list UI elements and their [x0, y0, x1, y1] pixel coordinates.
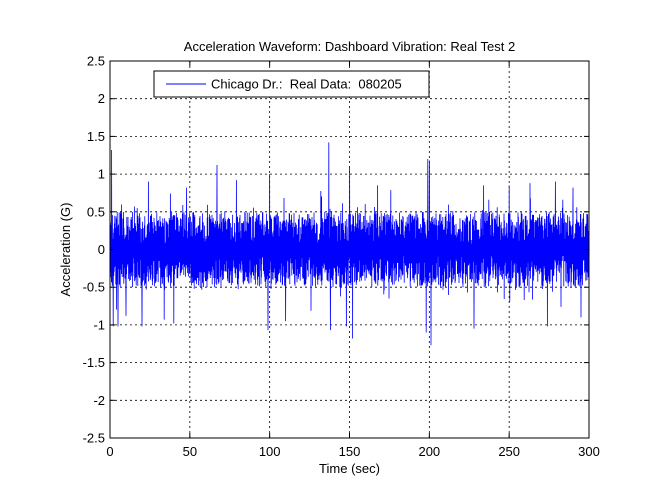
y-tick-label: 1.5 — [87, 129, 105, 144]
y-tick-label: -2.5 — [83, 431, 105, 446]
data-layer — [109, 142, 590, 346]
x-tick-label: 150 — [339, 444, 361, 459]
y-tick-label: -1 — [93, 317, 105, 332]
x-tick-label: 200 — [418, 444, 440, 459]
y-axis-title: Acceleration (G) — [58, 203, 73, 297]
y-tick-label: -2 — [93, 393, 105, 408]
x-axis-title: Time (sec) — [319, 461, 380, 476]
y-tick-label: 2 — [98, 91, 105, 106]
y-tick-label: 0.5 — [87, 204, 105, 219]
x-tick-label: 250 — [498, 444, 520, 459]
x-tick-label: 300 — [578, 444, 600, 459]
x-tick-label: 50 — [183, 444, 197, 459]
ticks: 0 50 100 150 200 250 300 2.5 2 1.5 1 0.5 0 -0.5 -1 -1.5… — [83, 54, 600, 460]
x-tick-label: 0 — [106, 444, 113, 459]
series-line — [109, 142, 590, 346]
y-tick-label: 1 — [98, 167, 105, 182]
y-tick-label: -0.5 — [83, 280, 105, 295]
y-tick-label: -1.5 — [83, 355, 105, 370]
legend-label: Chicago Dr.: Real Data: 080205 — [211, 77, 402, 92]
x-tick-label: 100 — [259, 444, 281, 459]
legend: Chicago Dr.: Real Data: 080205 — [153, 70, 430, 98]
y-tick-label: 0 — [98, 242, 105, 257]
y-tick-label: 2.5 — [87, 54, 105, 69]
chart-title: Acceleration Waveform: Dashboard Vibrati… — [184, 39, 515, 54]
